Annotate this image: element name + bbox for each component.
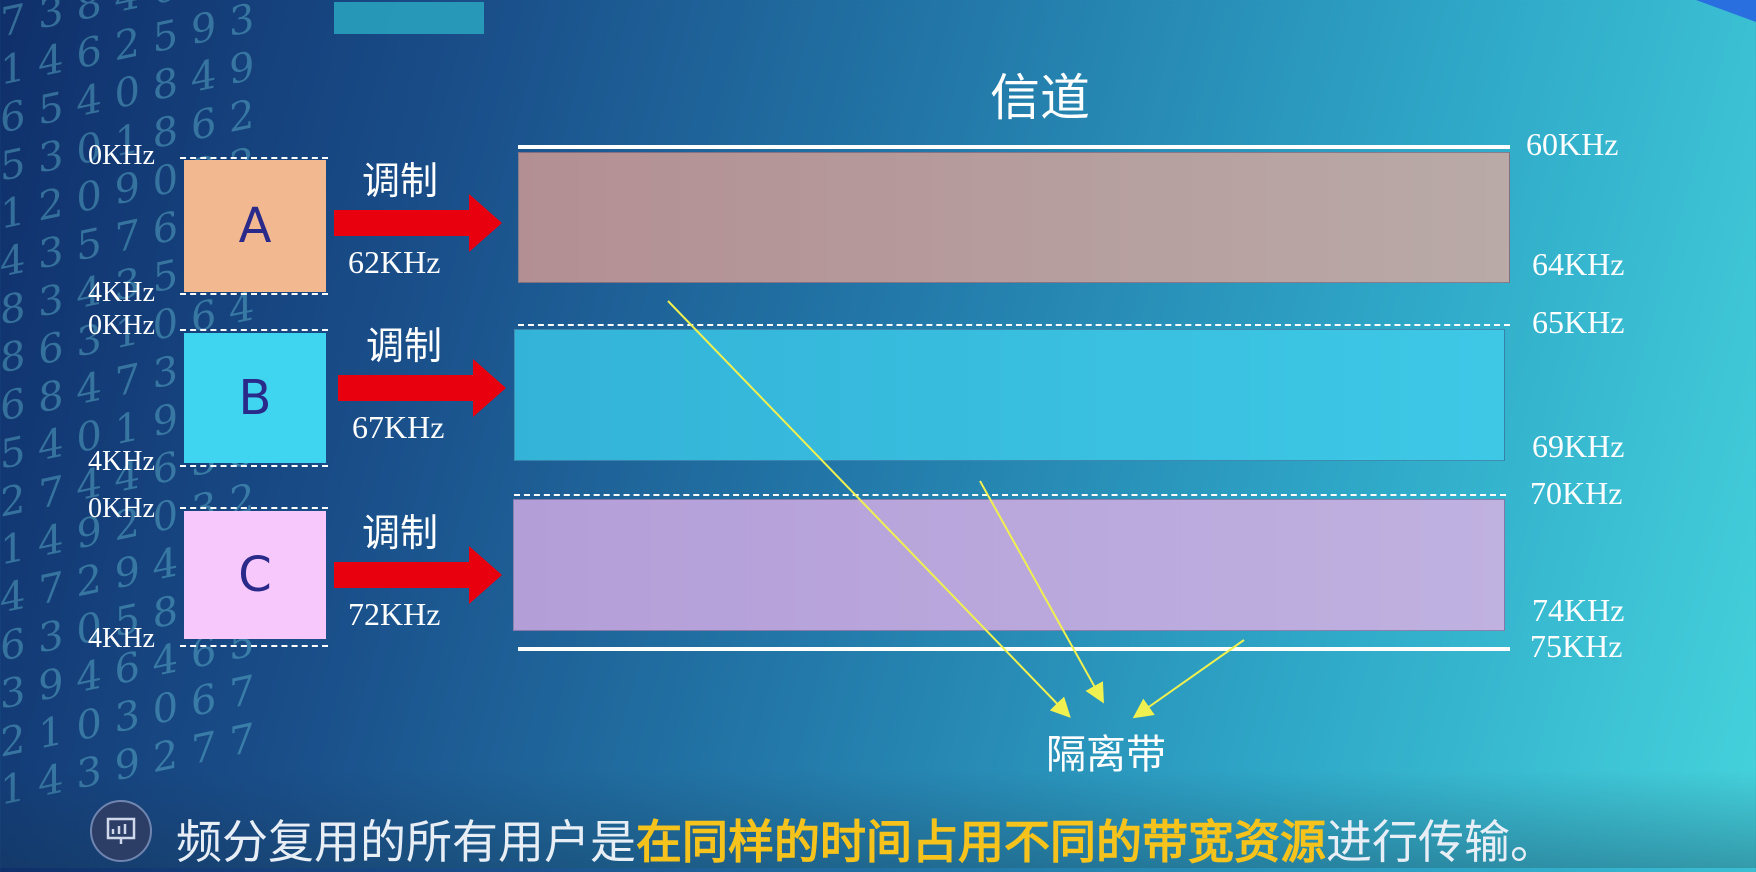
- signal-a-modulation-label: 调制: [362, 159, 439, 203]
- freq-70: 70KHz: [1530, 475, 1623, 511]
- freq-75: 75KHz: [1530, 628, 1623, 664]
- signal-b-top-dashline: [180, 329, 328, 331]
- decorative-bar: [334, 2, 484, 34]
- guard-line-65: [518, 324, 1510, 326]
- freq-60: 60KHz: [1526, 126, 1619, 162]
- signal-a-top-dashline: [180, 157, 328, 159]
- signal-a-bottom-dashline: [180, 293, 328, 295]
- channel-band-b: [514, 329, 1505, 461]
- signal-c-bottom-dashline: [180, 645, 328, 647]
- signal-b-box: B: [184, 333, 326, 463]
- channel-band-a: [518, 152, 1510, 283]
- signal-c-label: C: [238, 547, 272, 603]
- guard-band-label: 隔离带: [1046, 732, 1166, 778]
- freq-74: 74KHz: [1532, 592, 1625, 628]
- signal-c-arrow: [334, 546, 502, 604]
- channel-top-edge: [518, 145, 1510, 149]
- signal-a-carrier-freq: 62KHz: [348, 244, 441, 280]
- caption-bar: [0, 770, 1756, 868]
- signal-a-label: A: [238, 198, 272, 254]
- signal-a-arrow: [334, 194, 502, 252]
- caption-highlight: 在同样的时间占用不同的带宽资源: [636, 815, 1326, 869]
- caption: 频分复用的所有用户是在同样的时间占用不同的带宽资源进行传输。: [176, 806, 1556, 872]
- signal-b-high-freq: 4KHz: [88, 446, 155, 477]
- signal-a-low-freq: 0KHz: [88, 140, 155, 171]
- signal-b-bottom-dashline: [180, 465, 328, 467]
- channel-bottom-edge: [518, 647, 1510, 651]
- corner-decoration: [1696, 0, 1756, 22]
- signal-c-box: C: [184, 511, 326, 639]
- pointer-line-3: [1132, 639, 1245, 719]
- signal-c-carrier-freq: 72KHz: [348, 596, 441, 632]
- signal-c-modulation-label: 调制: [362, 511, 439, 555]
- channel-title: 信道: [990, 69, 1090, 127]
- signal-b-modulation-label: 调制: [366, 324, 443, 368]
- signal-b-low-freq: 0KHz: [88, 310, 155, 341]
- signal-b-arrow: [338, 359, 506, 417]
- caption-suffix: 进行传输。: [1326, 815, 1556, 869]
- channel-band-c: [513, 499, 1505, 631]
- presentation-icon: [90, 800, 152, 862]
- guard-line-70: [514, 494, 1506, 496]
- signal-c-high-freq: 4KHz: [88, 623, 155, 654]
- signal-b-label: B: [238, 370, 272, 426]
- freq-64: 64KHz: [1532, 246, 1625, 282]
- signal-c-low-freq: 0KHz: [88, 493, 155, 524]
- signal-b-carrier-freq: 67KHz: [352, 409, 445, 445]
- signal-a-high-freq: 4KHz: [88, 277, 155, 308]
- signal-a-box: A: [184, 160, 326, 292]
- signal-c-top-dashline: [180, 507, 328, 509]
- freq-69: 69KHz: [1532, 428, 1625, 464]
- freq-65: 65KHz: [1532, 304, 1625, 340]
- caption-prefix: 频分复用的所有用户是: [176, 815, 636, 869]
